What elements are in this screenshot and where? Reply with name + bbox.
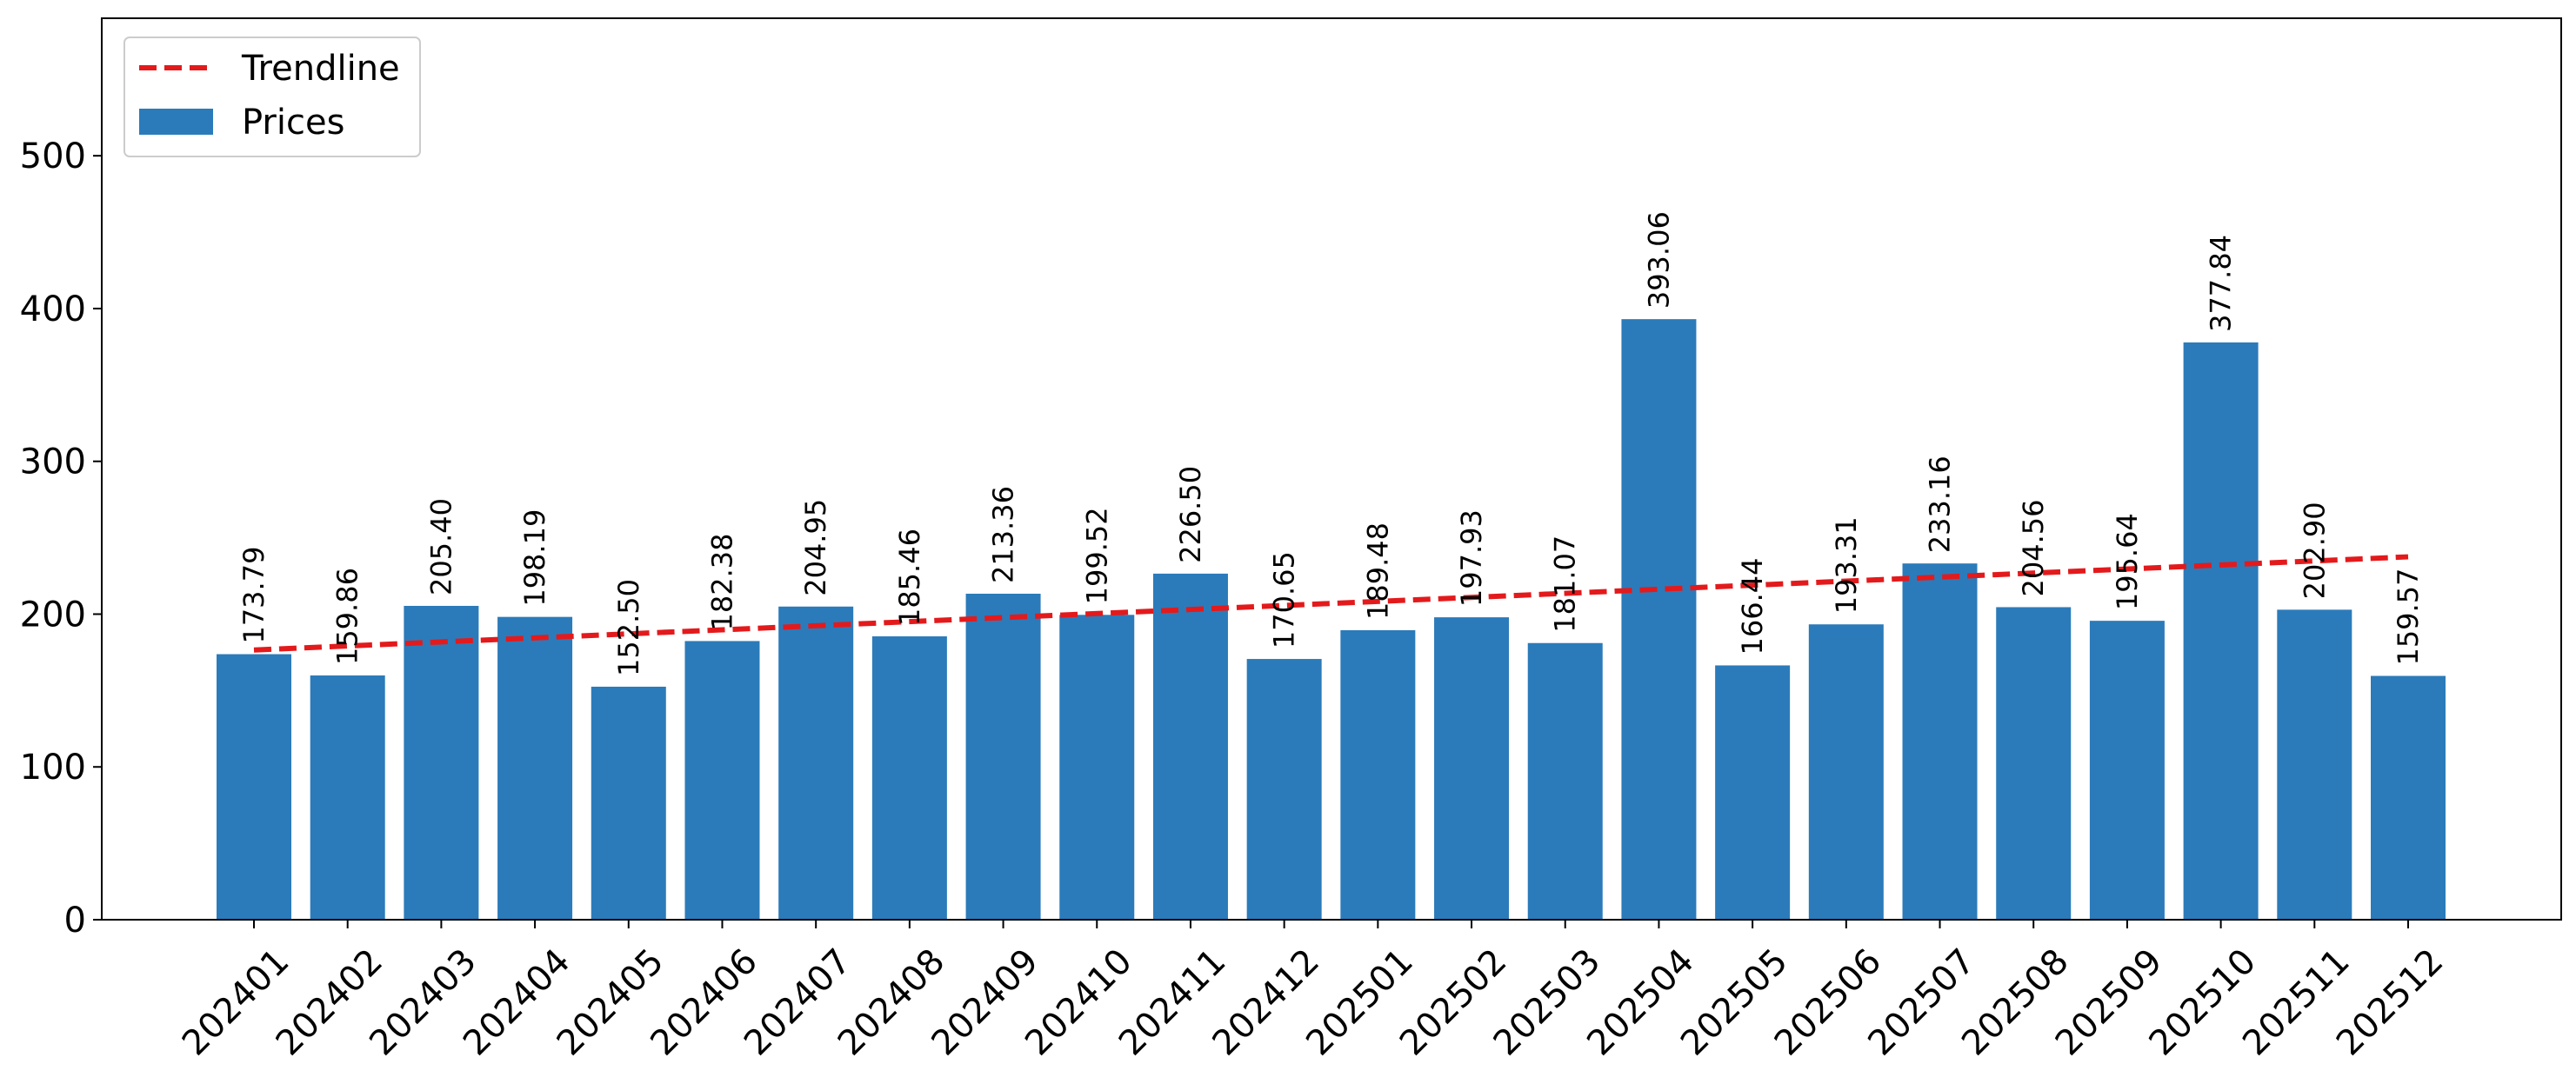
data-label-202410: 199.52	[1080, 507, 1113, 604]
data-label-202502: 197.93	[1455, 509, 1488, 607]
data-label-202401: 173.79	[237, 547, 270, 644]
bar-202505	[1715, 665, 1791, 920]
legend-prices-swatch	[139, 109, 213, 135]
bar-202408	[871, 636, 947, 920]
legend: Trendline Prices	[123, 37, 421, 157]
data-label-202408: 185.46	[893, 529, 926, 626]
data-label-202402: 159.86	[331, 568, 364, 665]
data-label-202503: 181.07	[1549, 535, 1582, 633]
bar-202410	[1059, 615, 1135, 920]
legend-prices-label: Prices	[242, 103, 344, 143]
bar-202504	[1621, 319, 1697, 920]
bar-202402	[310, 675, 385, 920]
data-label-202409: 213.36	[987, 486, 1020, 583]
data-label-202504: 393.06	[1642, 211, 1675, 309]
bar-202401	[217, 654, 291, 920]
bar-202512	[2371, 675, 2446, 920]
bar-202501	[1340, 629, 1416, 920]
bar-202510	[2183, 342, 2259, 920]
y-tick-label-300: 300	[20, 442, 86, 482]
plot-frame	[101, 17, 2562, 921]
data-label-202509: 195.64	[2111, 513, 2144, 610]
data-label-202508: 204.56	[2017, 499, 2050, 596]
y-tick-label-0: 0	[64, 901, 86, 941]
data-label-202406: 182.38	[705, 533, 738, 630]
data-label-202512: 159.57	[2392, 569, 2425, 666]
bar-202403	[404, 605, 479, 920]
bar-202409	[965, 593, 1041, 920]
data-label-202403: 205.40	[424, 498, 457, 595]
bar-202506	[1808, 624, 1884, 920]
bar-202404	[497, 616, 573, 920]
bar-202507	[1902, 563, 1978, 920]
legend-trendline-label: Trendline	[241, 49, 400, 89]
data-label-202505: 166.44	[1736, 557, 1769, 655]
data-label-202411: 226.50	[1174, 466, 1207, 563]
trendline	[253, 554, 2409, 653]
y-tick-label-100: 100	[20, 748, 86, 788]
bar-202411	[1152, 573, 1228, 920]
x-axis: 2024012024022024032024042024052024062024…	[175, 920, 2451, 1063]
data-label-202407: 204.95	[799, 499, 832, 596]
bar-202407	[778, 606, 854, 920]
bar-202405	[591, 686, 666, 920]
data-label-202507: 233.16	[1924, 456, 1957, 553]
y-axis: 0 100 200 300 400 500	[20, 136, 102, 941]
trendline-group	[253, 554, 2409, 653]
data-label-202405: 152.50	[612, 579, 645, 676]
data-label-202506: 193.31	[1830, 516, 1863, 614]
bar-202508	[1996, 607, 2072, 920]
y-tick-label-400: 400	[20, 289, 86, 329]
bar-202503	[1527, 642, 1603, 920]
bars-group	[217, 319, 2446, 920]
y-tick-label-500: 500	[20, 136, 86, 176]
bar-202511	[2277, 609, 2352, 920]
data-label-202511: 202.90	[2298, 502, 2331, 599]
bar-202412	[1246, 659, 1322, 920]
bar-202509	[2089, 621, 2165, 920]
data-label-202412: 170.65	[1268, 551, 1301, 648]
bar-202502	[1434, 617, 1510, 920]
y-tick-label-200: 200	[20, 595, 86, 635]
data-label-202404: 198.19	[518, 509, 551, 607]
data-label-202501: 189.48	[1361, 522, 1394, 620]
data-label-202510: 377.84	[2205, 235, 2238, 332]
data-labels-group: 173.79 159.86 205.40 198.19 152.50 182.38 204.…	[237, 211, 2425, 676]
bar-202406	[684, 641, 760, 920]
